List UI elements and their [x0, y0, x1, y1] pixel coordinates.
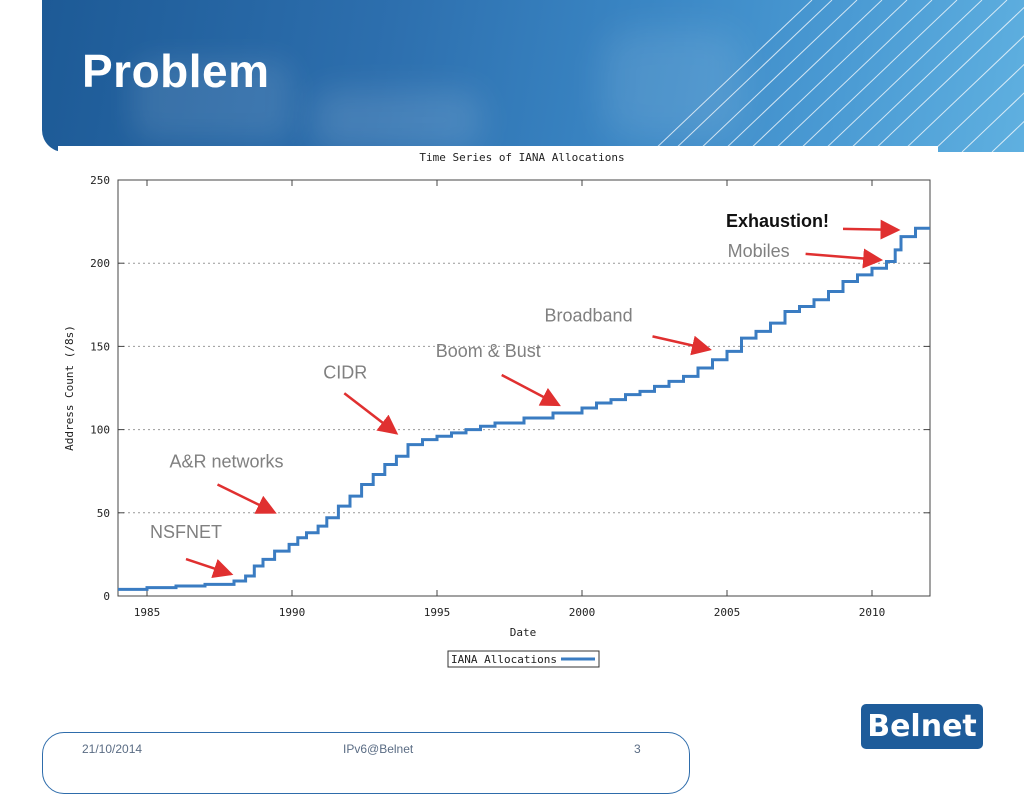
- footer-title: IPv6@Belnet: [343, 742, 414, 756]
- x-tick-label: 2010: [859, 606, 886, 619]
- annotation-label: NSFNET: [150, 522, 222, 542]
- y-tick-label: 150: [90, 340, 110, 353]
- chart-panel: Time Series of IANA Allocations 0 50 100 15…: [58, 146, 938, 676]
- series-line-iana-allocations: [118, 226, 930, 591]
- annotation-arrow: [652, 335, 712, 356]
- annotation-arrow: [216, 483, 277, 514]
- banner-glow: [602, 30, 742, 140]
- y-tick-label: 0: [103, 590, 110, 603]
- belnet-logo: Belnet: [861, 704, 983, 749]
- banner-glow: [132, 60, 292, 140]
- annotation-arrow: [842, 219, 901, 240]
- annotation-label: Exhaustion!: [726, 211, 829, 231]
- x-tick-label: 1995: [424, 606, 451, 619]
- plot-frame: [117, 179, 931, 597]
- slide-title: Problem: [82, 45, 270, 97]
- chart-title: Time Series of IANA Allocations: [419, 151, 624, 164]
- annotation-arrow: [501, 373, 561, 407]
- annotation-arrow: [343, 392, 399, 435]
- annotation-label: CIDR: [323, 362, 367, 382]
- annotation-label: Boom & Bust: [436, 341, 541, 361]
- annotation-label: A&R networks: [170, 451, 284, 471]
- annotation-arrow: [805, 248, 884, 269]
- y-axis-label: Address Count (/8s): [63, 325, 76, 451]
- annotation-label: Mobiles: [728, 241, 790, 261]
- annotation-label: Broadband: [545, 305, 633, 325]
- x-axis-label: Date: [510, 626, 537, 639]
- header-banner: [42, 0, 1024, 152]
- x-tick-label: 1985: [134, 606, 161, 619]
- banner-stripes-decoration: [651, 0, 1024, 152]
- iana-allocations-chart: Time Series of IANA Allocations 0 50 100 15…: [63, 151, 931, 668]
- x-tick-label: 1990: [279, 606, 306, 619]
- y-tick-label: 200: [90, 257, 110, 270]
- legend: IANA Allocations: [447, 650, 600, 668]
- y-tick-label: 100: [90, 424, 110, 437]
- page-number: 3: [634, 742, 641, 756]
- y-tick-label: 250: [90, 174, 110, 187]
- y-tick-label: 50: [97, 507, 110, 520]
- annotation-arrow: [185, 557, 234, 578]
- x-tick-label: 2000: [569, 606, 596, 619]
- footer-date: 21/10/2014: [82, 742, 143, 756]
- x-tick-label: 2005: [714, 606, 741, 619]
- legend-label: IANA Allocations: [451, 653, 557, 666]
- banner-glow: [312, 90, 482, 150]
- legend-box: [447, 650, 600, 668]
